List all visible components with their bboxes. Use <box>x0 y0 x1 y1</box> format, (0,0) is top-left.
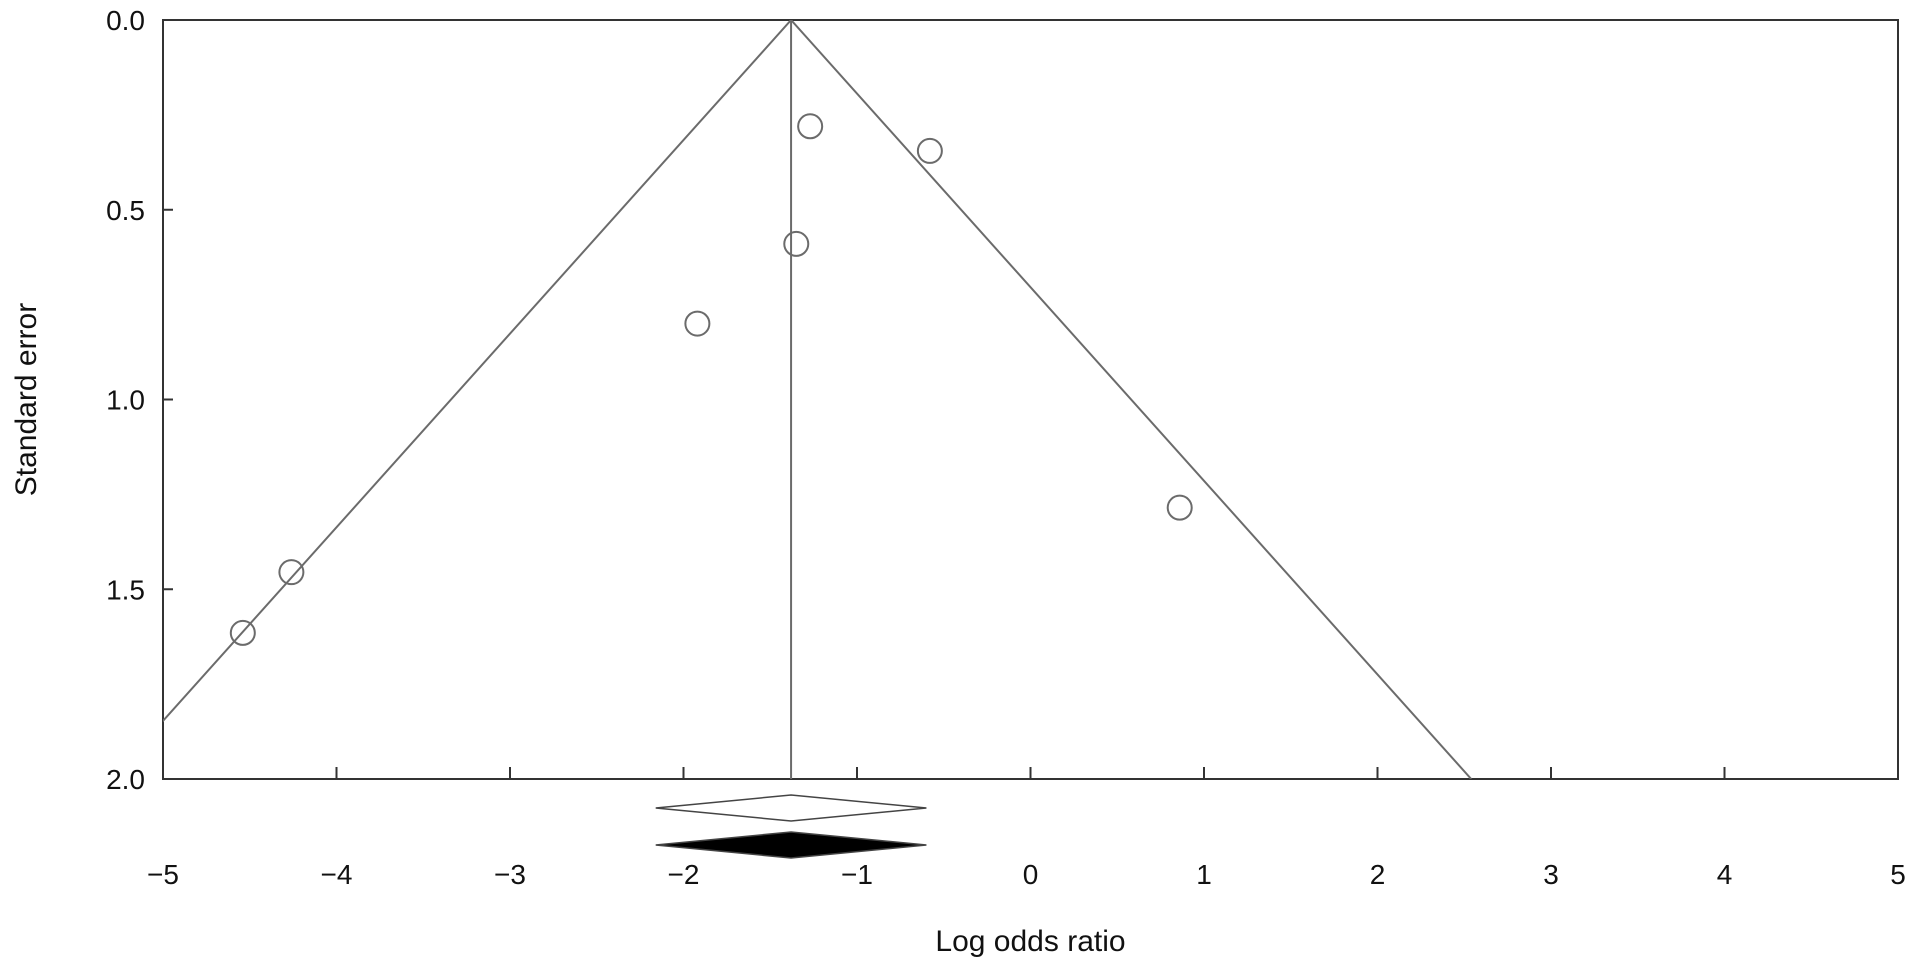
data-point <box>1166 494 1193 521</box>
funnel-right-boundary <box>790 20 1472 779</box>
x-axis: −5 −4 −3 −2 −1 0 1 2 3 4 5 <box>147 767 1906 890</box>
x-tick-label: −5 <box>147 859 179 890</box>
x-tick-label: −4 <box>321 859 353 890</box>
funnel-lines <box>163 20 1472 779</box>
x-tick-label: 4 <box>1717 859 1733 890</box>
summary-diamond <box>655 794 927 822</box>
funnel-left-boundary <box>163 20 792 723</box>
data-point <box>278 559 305 586</box>
data-points <box>229 113 1193 646</box>
x-tick-label: −1 <box>841 859 873 890</box>
data-point <box>684 310 711 337</box>
data-point <box>916 137 943 164</box>
x-tick-label: 1 <box>1196 859 1212 890</box>
plot-border <box>162 19 1899 780</box>
y-axis-label: Standard error <box>10 303 43 496</box>
summary-diamond <box>655 831 927 859</box>
y-tick-label: 0.0 <box>106 5 145 36</box>
x-axis-label: Log odds ratio <box>935 925 1125 958</box>
y-tick-label: 0.5 <box>106 195 145 226</box>
x-tick-label: 2 <box>1370 859 1386 890</box>
x-tick-label: −3 <box>494 859 526 890</box>
data-point <box>783 230 810 257</box>
y-tick-label: 1.0 <box>106 385 145 416</box>
x-tick-label: 3 <box>1543 859 1559 890</box>
x-tick-label: 5 <box>1890 859 1906 890</box>
x-tick-label: 0 <box>1023 859 1039 890</box>
plot-area <box>162 19 1899 780</box>
y-axis: 0.0 0.5 1.0 1.5 2.0 <box>106 5 173 795</box>
y-tick-label: 1.5 <box>106 574 145 605</box>
data-point <box>229 619 256 646</box>
x-tick-label: −2 <box>668 859 700 890</box>
y-tick-label: 2.0 <box>106 764 145 795</box>
summary-diamonds <box>655 794 927 859</box>
data-point <box>797 113 824 140</box>
